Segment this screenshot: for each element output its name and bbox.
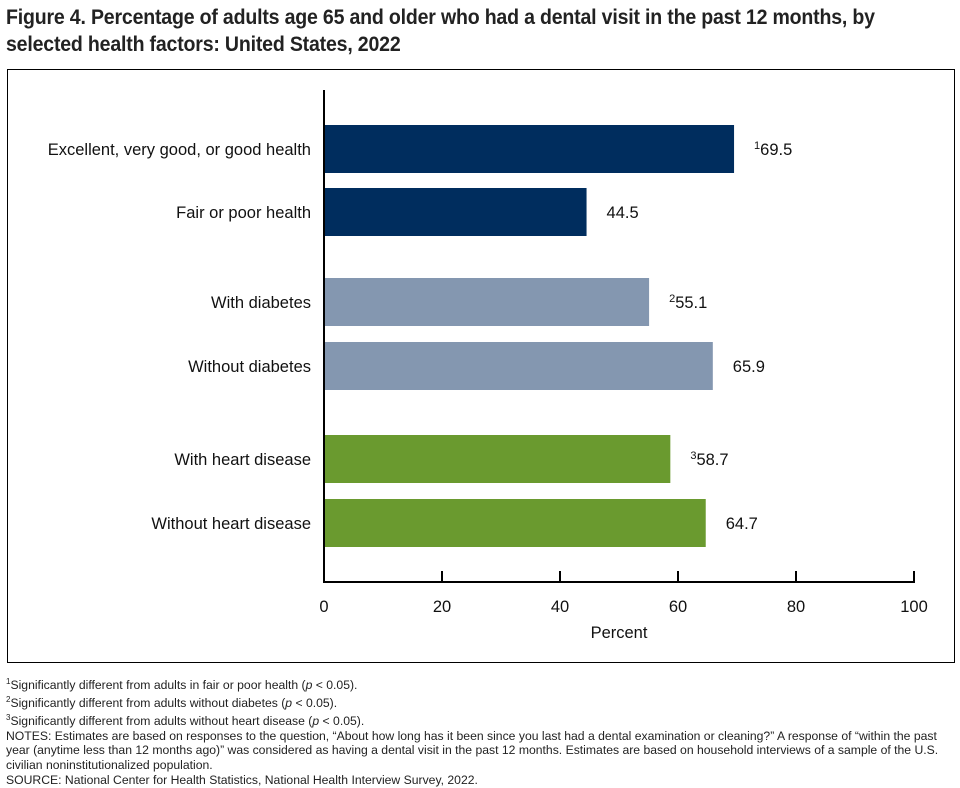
category-label: Excellent, very good, or good health — [48, 141, 311, 159]
bar — [324, 499, 706, 547]
x-tick-label: 80 — [787, 598, 805, 616]
category-label: Without heart disease — [151, 515, 311, 533]
notes-text: NOTES: Estimates are based on responses … — [6, 728, 939, 773]
x-tick-label: 0 — [319, 598, 328, 616]
value-label: 169.5 — [754, 140, 792, 159]
footnote-2: 2Significantly different from adults wit… — [6, 694, 338, 710]
category-label: With heart disease — [174, 451, 311, 469]
footnote-1: 1Significantly different from adults in … — [6, 677, 358, 693]
bar — [324, 342, 713, 390]
x-tick-label: 60 — [669, 598, 687, 616]
bar — [324, 125, 735, 173]
chart-frame — [7, 69, 955, 663]
value-label: 44.5 — [607, 204, 639, 222]
footnotes: 1Significantly different from adults in … — [6, 675, 956, 788]
category-label: Fair or poor health — [176, 204, 311, 222]
category-label: Without diabetes — [188, 358, 311, 376]
bar — [324, 278, 650, 326]
value-label: 255.1 — [669, 293, 707, 312]
chart-title: Figure 4. Percentage of adults age 65 an… — [6, 6, 875, 56]
footnote-3: 3Significantly different from adults wit… — [6, 712, 365, 728]
x-tick-label: 100 — [900, 598, 928, 616]
x-axis-label: Percent — [591, 624, 648, 642]
x-tick-label: 20 — [433, 598, 451, 616]
bar — [324, 435, 671, 483]
bar — [324, 188, 587, 236]
category-label: With diabetes — [211, 294, 311, 312]
value-label: 64.7 — [726, 515, 758, 533]
value-label: 65.9 — [733, 358, 765, 376]
source-text: SOURCE: National Center for Health Stati… — [6, 772, 478, 787]
x-tick-label: 40 — [551, 598, 569, 616]
value-label: 358.7 — [690, 450, 728, 469]
